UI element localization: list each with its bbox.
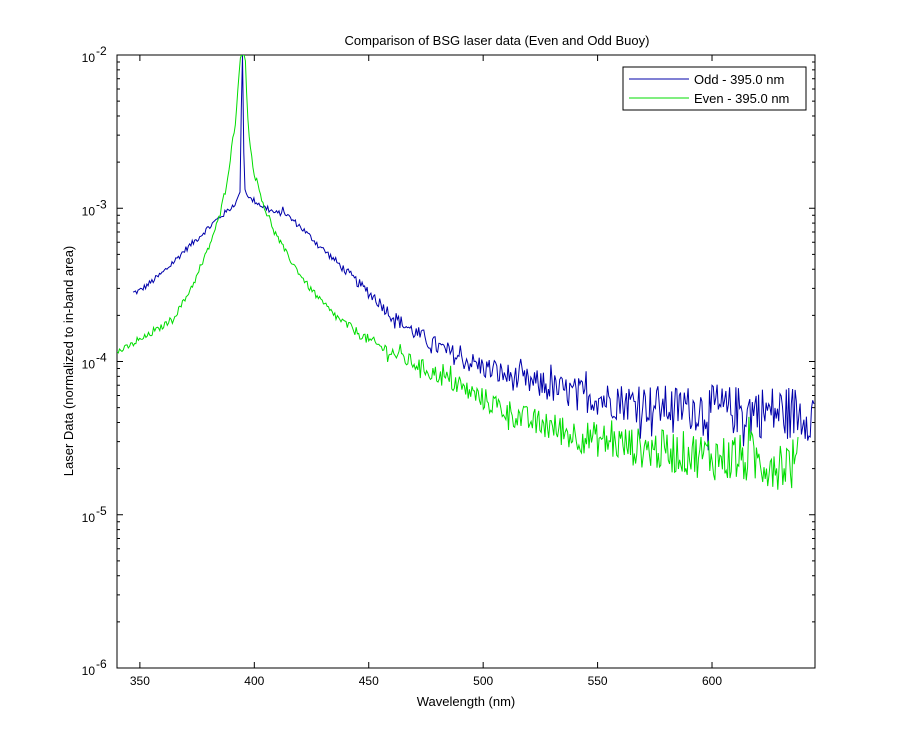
- x-axis-label: Wavelength (nm): [417, 694, 516, 709]
- legend-label-even: Even - 395.0 nm: [694, 91, 789, 106]
- chart-title: Comparison of BSG laser data (Even and O…: [345, 33, 650, 48]
- legend-box: [622, 66, 807, 111]
- y-tick-exponent: -2: [96, 44, 107, 58]
- y-tick-label: 10: [82, 664, 96, 678]
- y-tick-label: 10: [82, 511, 96, 525]
- x-tick-label: 550: [588, 674, 608, 688]
- x-tick-label: 400: [244, 674, 264, 688]
- x-tick-label: 500: [473, 674, 493, 688]
- y-tick-label: 10: [82, 358, 96, 372]
- legend: Odd - 395.0 nm Even - 395.0 nm: [622, 66, 807, 111]
- y-axis-label: Laser Data (normalized to in-band area): [61, 246, 76, 477]
- y-tick-exponent: -5: [96, 504, 107, 518]
- legend-label-odd: Odd - 395.0 nm: [694, 72, 784, 87]
- x-tick-label: 350: [130, 674, 150, 688]
- series-layer: [117, 55, 815, 490]
- y-tick-label: 10: [82, 51, 96, 65]
- y-tick-exponent: -6: [96, 657, 107, 671]
- series-line-odd: [132, 55, 815, 451]
- x-tick-label: 450: [359, 674, 379, 688]
- x-tick-label: 600: [702, 674, 722, 688]
- series-line-even: [117, 55, 799, 490]
- y-tick-exponent: -4: [96, 351, 107, 365]
- y-tick-exponent: -3: [96, 197, 107, 211]
- y-tick-label: 10: [82, 204, 96, 218]
